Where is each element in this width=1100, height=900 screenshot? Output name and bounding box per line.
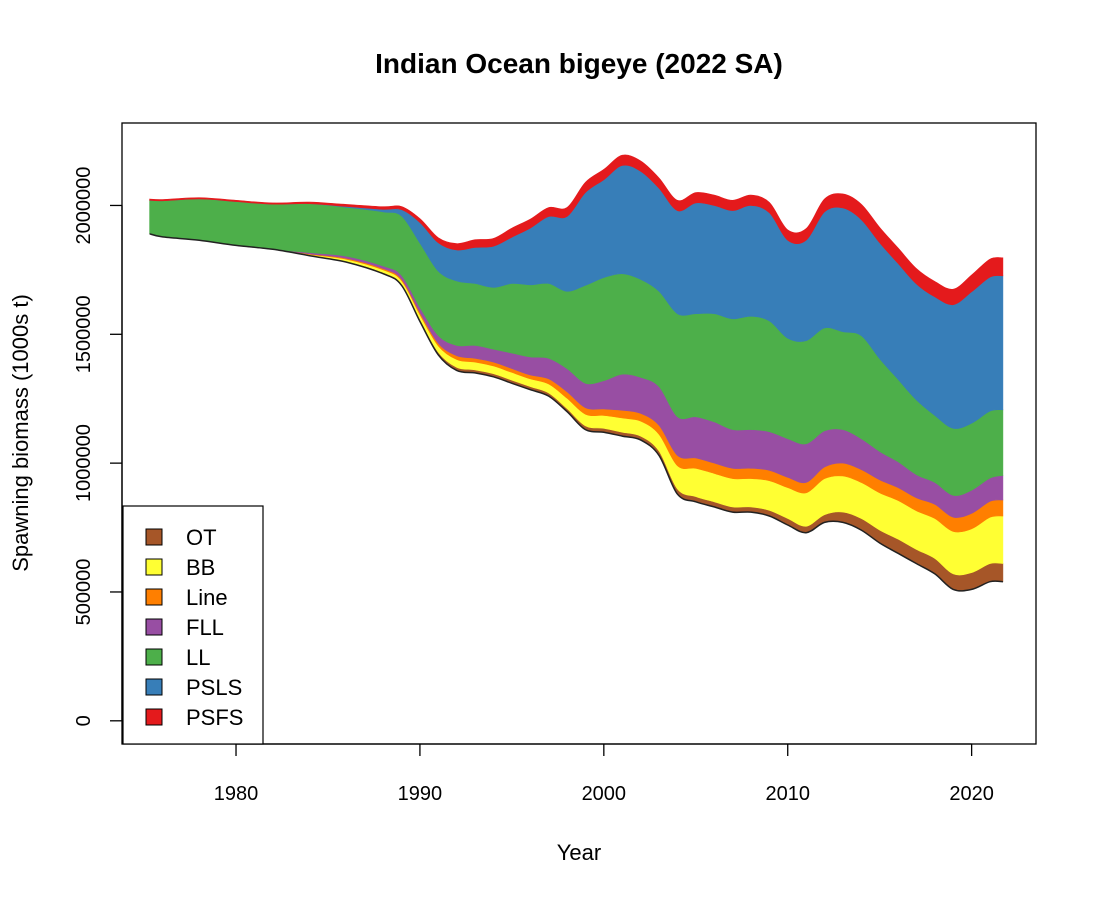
area-series-psfs — [149, 154, 1004, 306]
x-axis-label: Year — [557, 840, 601, 865]
x-tick-label-2000: 2000 — [582, 783, 627, 805]
legend-label-fll: FLL — [186, 615, 224, 640]
legend-swatch-psfs — [145, 708, 163, 726]
x-tick-label-1990: 1990 — [398, 783, 443, 805]
y-tick-label-0: 0 — [73, 715, 95, 726]
y-axis: 0 500000 1000000 1500000 2000000 — [73, 167, 123, 726]
legend-label-bb: BB — [186, 555, 215, 580]
chart-title: Indian Ocean bigeye (2022 SA) — [375, 48, 783, 79]
x-axis: 1980 1990 2000 2010 2020 — [214, 743, 994, 805]
legend-swatch-ll — [145, 648, 163, 666]
x-tick-label-2010: 2010 — [765, 783, 810, 805]
legend-swatch-line — [145, 588, 163, 606]
y-tick-label-1000000: 1000000 — [73, 424, 95, 502]
legend: OT BB Line FLL LL PSLS PSFS — [122, 505, 264, 745]
legend-label-line: Line — [186, 585, 228, 610]
legend-swatch-bb — [145, 558, 163, 576]
y-axis-label: Spawning biomass (1000s t) — [8, 294, 33, 572]
legend-label-psfs: PSFS — [186, 705, 243, 730]
stacked-areas — [149, 154, 1004, 592]
baseline-outline — [149, 233, 1003, 592]
y-tick-label-1500000: 1500000 — [73, 295, 95, 373]
legend-swatch-fll — [145, 618, 163, 636]
legend-label-ot: OT — [186, 525, 217, 550]
y-tick-label-2000000: 2000000 — [73, 167, 95, 245]
baseline-line — [149, 233, 1003, 592]
legend-label-psls: PSLS — [186, 675, 242, 700]
x-tick-label-2020: 2020 — [949, 783, 994, 805]
y-tick-label-500000: 500000 — [73, 559, 95, 626]
x-tick-label-1980: 1980 — [214, 783, 259, 805]
legend-swatch-ot — [145, 528, 163, 546]
legend-label-ll: LL — [186, 645, 210, 670]
legend-swatch-psls — [145, 678, 163, 696]
